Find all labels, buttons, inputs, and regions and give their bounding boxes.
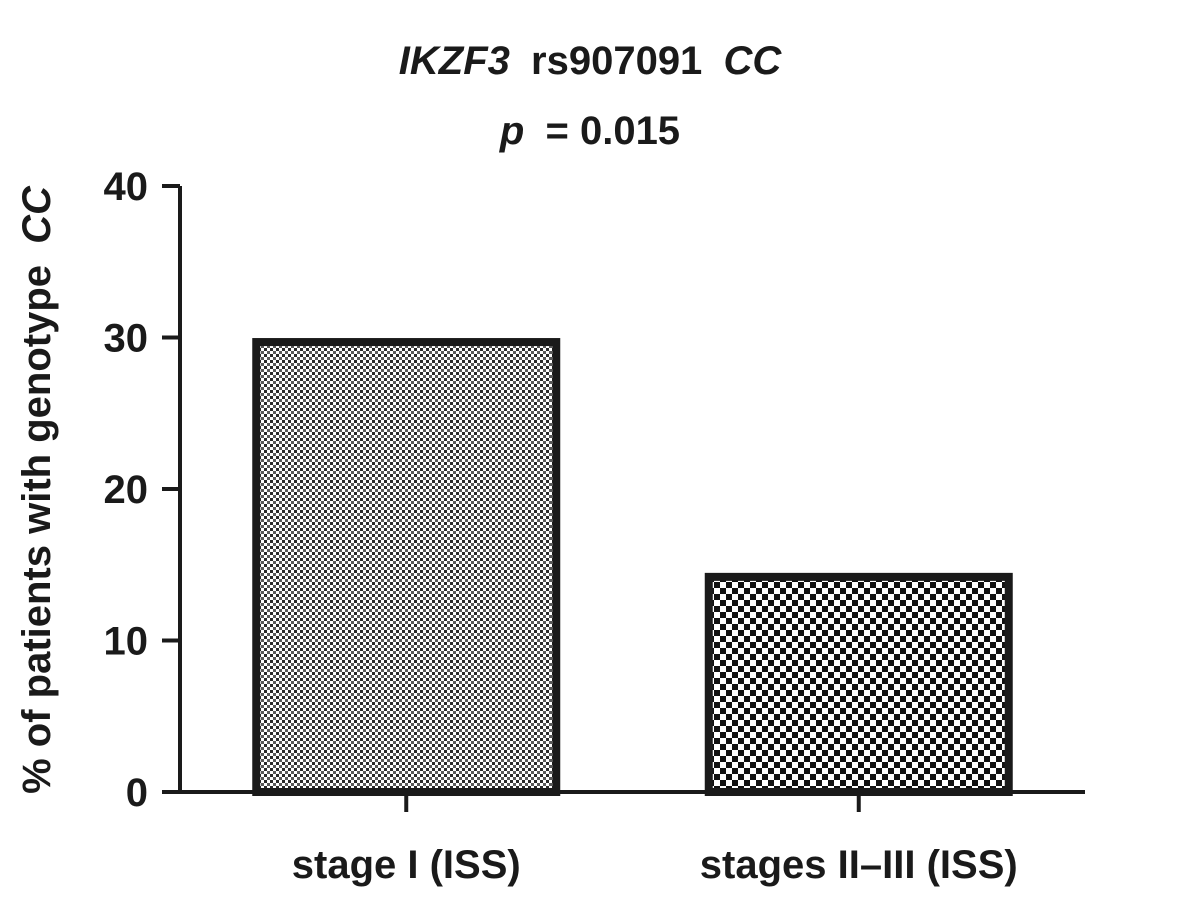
- bar-1: [252, 338, 561, 796]
- x-ticks: stage I (ISS) stages II–III (ISS): [292, 792, 1018, 887]
- y-tick-label: 10: [104, 620, 149, 664]
- y-axis-label-genotype: CC: [15, 185, 59, 244]
- y-tick-label: 40: [104, 165, 149, 209]
- title-genotype: CC: [723, 39, 782, 83]
- p-value-label: p = 0.015: [499, 109, 680, 153]
- p-symbol: p: [499, 109, 524, 153]
- bar-2: [704, 572, 1013, 796]
- y-tick-label: 30: [104, 317, 149, 361]
- x-category-label: stage I (ISS): [292, 843, 521, 887]
- x-category-label: stages II–III (ISS): [700, 843, 1018, 887]
- title-snp: rs907091: [531, 39, 702, 83]
- p-value: = 0.015: [545, 109, 680, 153]
- chart-title: IKZF3 rs907091 CC: [399, 39, 783, 83]
- title-gene: IKZF3: [399, 39, 510, 83]
- y-tick-label: 0: [126, 771, 148, 815]
- y-axis-label-text: % of patients with genotype: [15, 265, 59, 794]
- y-tick-label: 20: [104, 468, 149, 512]
- y-axis-label: % of patients with genotype CC: [15, 185, 59, 794]
- y-ticks: 0 10 20 30 40: [104, 165, 180, 815]
- bars: [252, 338, 1013, 796]
